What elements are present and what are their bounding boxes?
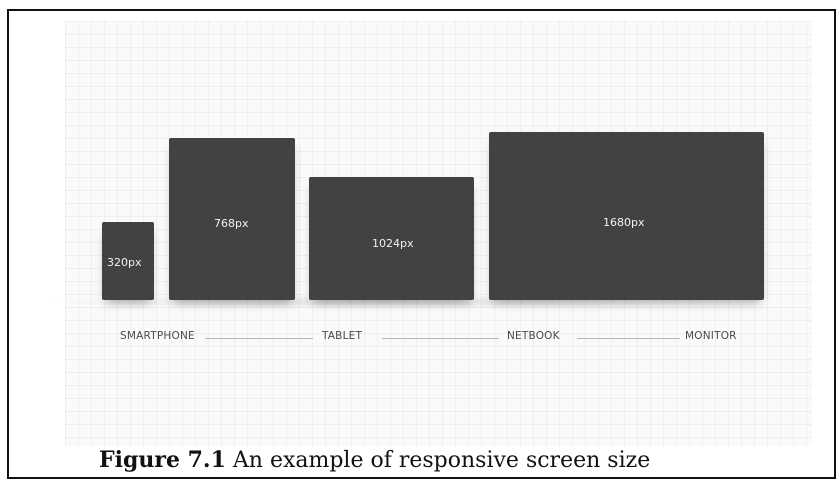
category-netbook: NETBOOK [507,330,560,342]
figure-caption: Figure 7.1 An example of responsive scre… [99,447,650,473]
category-divider [577,338,680,339]
device-width-label: 1024px [372,237,414,250]
figure-caption-text: An example of responsive screen size [232,448,651,473]
figure-caption-label: Figure 7.1 [99,447,226,473]
device-width-label: 768px [214,217,249,230]
category-divider [205,338,313,339]
category-monitor: MONITOR [685,330,737,342]
figure-frame: 320px 768px 1024px 1680px SMARTPHONE TAB… [7,9,836,479]
device-width-label: 1680px [603,216,645,229]
category-tablet: TABLET [322,330,363,342]
device-monitor: 1680px [489,132,764,300]
device-tablet-landscape: 1024px [309,177,474,300]
device-tablet-portrait: 768px [169,138,295,300]
device-smartphone: 320px [102,222,154,300]
category-smartphone: SMARTPHONE [120,330,195,342]
device-width-label: 320px [107,256,142,269]
category-divider [382,338,499,339]
